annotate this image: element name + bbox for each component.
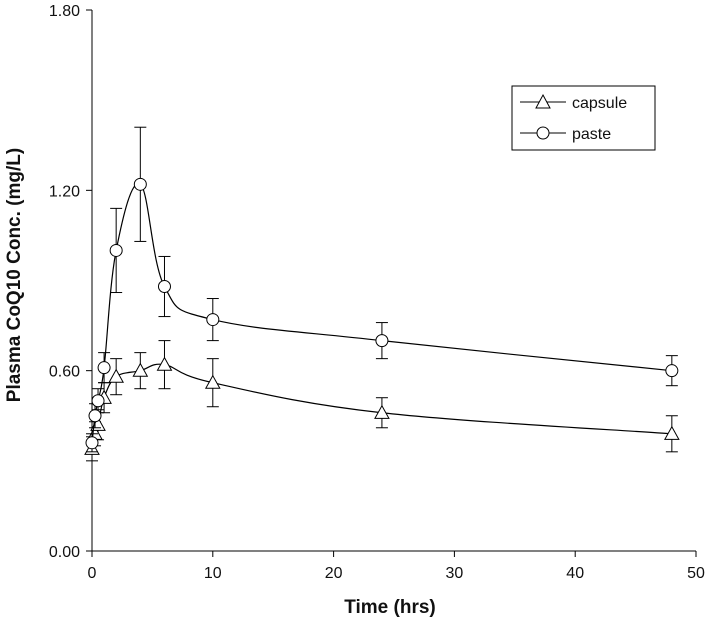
data-point-circle	[97, 361, 111, 375]
data-point-circle	[665, 364, 679, 378]
data-point-circle	[85, 436, 99, 450]
series-paste	[85, 126, 679, 453]
data-point-circle	[206, 313, 220, 327]
data-point-triangle	[108, 368, 125, 383]
y-tick-label: 0.60	[49, 364, 80, 381]
data-point-triangle	[204, 374, 221, 389]
data-point-circle	[157, 280, 171, 294]
x-tick-label: 40	[566, 565, 584, 582]
data-point-circle	[91, 394, 105, 408]
x-tick-label: 10	[204, 565, 222, 582]
x-axis-title: Time (hrs)	[344, 597, 436, 618]
data-point-triangle	[374, 404, 390, 419]
x-tick-label: 30	[446, 565, 464, 582]
series-layer	[84, 126, 680, 462]
y-tick-label: 1.20	[49, 183, 80, 200]
data-point-circle	[375, 334, 389, 348]
y-tick-label: 0.00	[49, 544, 80, 561]
data-point-triangle	[663, 425, 680, 440]
legend-label-capsule: capsule	[572, 95, 627, 112]
ticks: 0.00 0.60 1.20 1.80 0 10 20 30 40 50	[49, 3, 705, 582]
legend-triangle-marker	[535, 93, 551, 109]
y-axis-title: Plasma CoQ10 Conc. (mg/L)	[4, 148, 25, 402]
legend-box	[511, 85, 656, 151]
legend-circle-marker	[536, 126, 550, 140]
legend: capsule paste	[511, 85, 656, 151]
data-point-circle	[109, 243, 123, 257]
x-tick-label: 50	[687, 565, 705, 582]
x-tick-label: 20	[325, 565, 343, 582]
data-point-circle	[133, 177, 147, 191]
data-point-triangle	[132, 362, 149, 377]
y-tick-label: 1.80	[49, 3, 80, 20]
x-tick-label: 0	[88, 565, 97, 582]
data-point-triangle	[156, 356, 173, 371]
legend-label-paste: paste	[572, 126, 611, 143]
data-point-circle	[88, 409, 102, 423]
